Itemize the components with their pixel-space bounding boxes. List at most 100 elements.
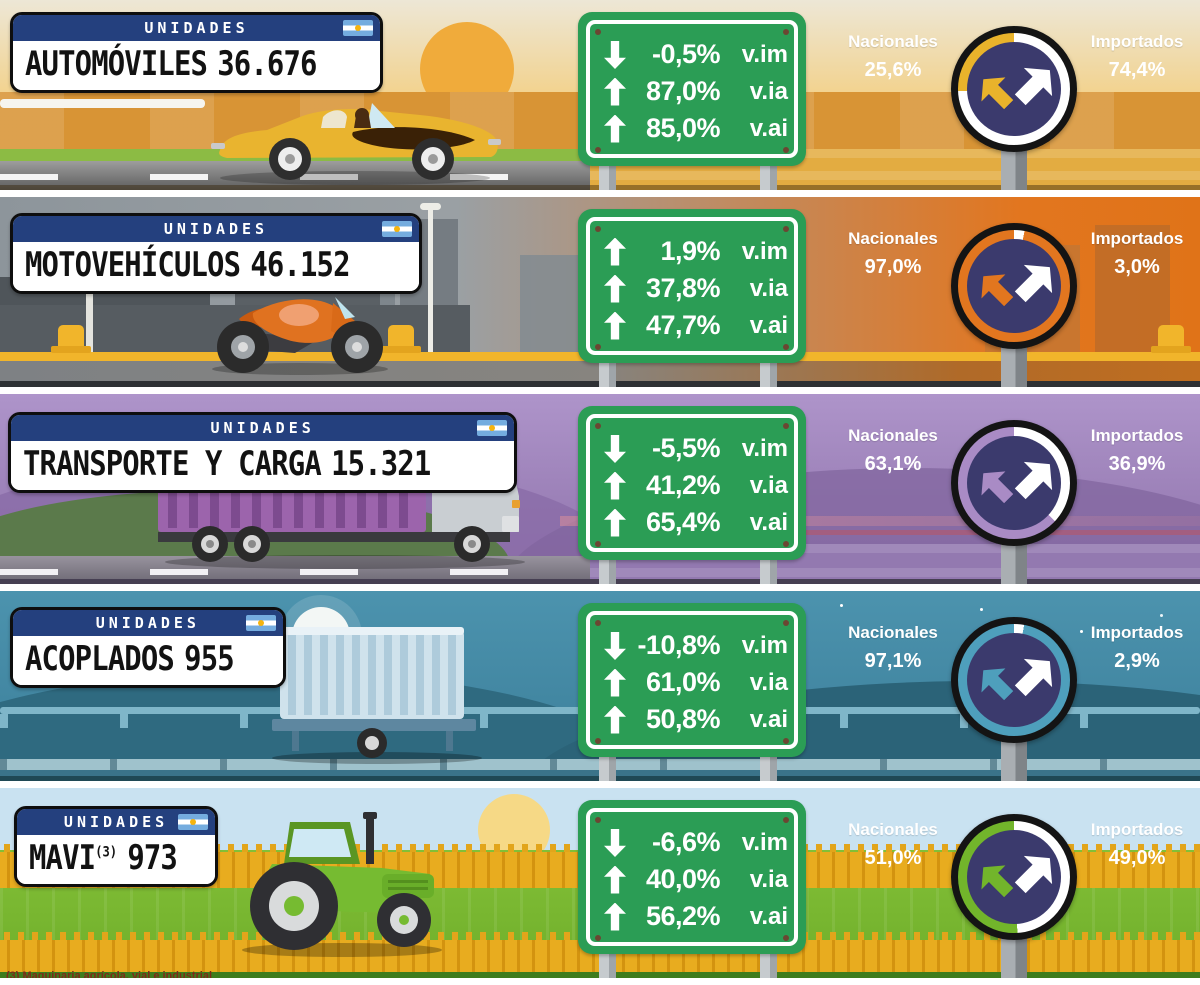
- nacionales-label: Nacionales: [848, 623, 938, 642]
- stat-row: -0,5% v.im: [578, 36, 806, 73]
- motorcycle-illustration: [212, 297, 388, 375]
- stat-value: -6,6%: [651, 827, 721, 857]
- importados-value: 36,9%: [1108, 453, 1166, 475]
- argentina-flag-icon: [477, 420, 508, 436]
- bollard: [381, 325, 421, 353]
- sign-post: [599, 753, 616, 781]
- stat-label: v.ai: [749, 114, 788, 142]
- sign-board: -10,8% v.im 61,0% v.ia 50,8% v.ai: [578, 603, 806, 757]
- trailer-illustration: [272, 627, 482, 764]
- argentina-flag-icon: [178, 814, 209, 830]
- plate-units-label: UNIDADES: [63, 813, 169, 831]
- screw-icon: [783, 147, 789, 153]
- stats-sign: -0,5% v.im 87,0% v.ia 85,0% v.ai: [578, 12, 806, 190]
- trend-arrow-icon: [604, 274, 626, 303]
- screw-icon: [783, 423, 789, 429]
- importados-block: Importados 74,4%: [1078, 32, 1196, 82]
- license-plate: UNIDADES ACOPLADOS 955: [10, 607, 286, 688]
- importados-block: Importados 49,0%: [1078, 820, 1196, 870]
- importados-block: Importados 36,9%: [1078, 426, 1196, 476]
- sunset-haze: [640, 530, 1200, 535]
- screw-icon: [595, 226, 601, 232]
- plate-body: TRANSPORTE Y CARGA 15.321: [11, 441, 515, 490]
- importados-value: 74,4%: [1108, 59, 1166, 81]
- importados-label: Importados: [1090, 426, 1184, 445]
- stat-row: -5,5% v.im: [578, 430, 806, 467]
- stat-row: 87,0% v.ia: [578, 73, 806, 110]
- bollard: [1151, 325, 1191, 353]
- trend-arrow-icon: [604, 435, 626, 463]
- importados-label: Importados: [1090, 623, 1184, 642]
- stat-row: 50,8% v.ai: [578, 701, 806, 738]
- stat-row: 85,0% v.ai: [578, 110, 806, 147]
- stat-label: v.ia: [749, 471, 788, 499]
- nacionales-value: 97,1%: [864, 650, 922, 672]
- footnote: (3) Maquinaria agrícola, vial e industri…: [6, 970, 213, 978]
- sign-post: [1001, 345, 1027, 387]
- nacionales-value: 97,0%: [864, 256, 922, 278]
- stat-label: v.ia: [749, 668, 788, 696]
- stat-value: 47,7%: [645, 310, 721, 340]
- screw-icon: [783, 935, 789, 941]
- nacionales-label: Nacionales: [848, 820, 938, 839]
- stat-row: 56,2% v.ai: [578, 898, 806, 935]
- ground-right: [585, 544, 1200, 584]
- plate-units-label: UNIDADES: [163, 220, 269, 238]
- plate-units-label: UNIDADES: [210, 419, 315, 437]
- stat-value: 61,0%: [645, 667, 721, 697]
- plate-header: UNIDADES: [17, 809, 216, 835]
- stat-label: v.im: [741, 631, 788, 659]
- stat-value: 87,0%: [645, 76, 721, 106]
- argentina-flag-icon: [245, 615, 276, 631]
- sign-post: [760, 753, 777, 781]
- origin-split-donut: [951, 26, 1077, 152]
- importados-arrow-icon: [1006, 844, 1064, 902]
- stat-value: 1,9%: [660, 236, 720, 266]
- segment-name: ACOPLADOS: [25, 639, 175, 679]
- screw-icon: [783, 738, 789, 744]
- screw-icon: [783, 620, 789, 626]
- plate-units-label: UNIDADES: [95, 614, 200, 632]
- argentina-flag-icon: [381, 221, 412, 237]
- trend-arrow-icon: [604, 237, 626, 266]
- plate-header: UNIDADES: [13, 610, 283, 636]
- band-transporte-carga: UNIDADES TRANSPORTE Y CARGA 15.321 -5,5% …: [0, 394, 1200, 591]
- guardrail: [0, 99, 205, 108]
- importados-label: Importados: [1090, 820, 1184, 839]
- band-motovehiculos: UNIDADES MOTOVEHÍCULOS 46.152 1,9% v.im: [0, 197, 1200, 394]
- license-plate: UNIDADES TRANSPORTE Y CARGA 15.321: [8, 412, 518, 493]
- band-automoviles: UNIDADES AUTOMÓVILES 36.676 -0,5% v.im: [0, 0, 1200, 197]
- screw-icon: [783, 226, 789, 232]
- license-plate: UNIDADES AUTOMÓVILES 36.676: [10, 12, 383, 93]
- origin-split-donut: [951, 223, 1077, 349]
- nacionales-label: Nacionales: [848, 32, 938, 51]
- importados-arrow-icon: [1006, 56, 1064, 114]
- stat-row: 1,9% v.im: [578, 233, 806, 270]
- segment-units-value: 15.321: [331, 444, 431, 484]
- sign-post: [1001, 542, 1027, 584]
- stat-label: v.im: [741, 40, 788, 68]
- trend-arrow-icon: [604, 508, 626, 537]
- screw-icon: [595, 541, 601, 547]
- screw-icon: [595, 620, 601, 626]
- sign-circle: [967, 42, 1061, 136]
- sign-board: -5,5% v.im 41,2% v.ia 65,4% v.ai: [578, 406, 806, 560]
- stat-value: 41,2%: [645, 470, 721, 500]
- importados-block: Importados 2,9%: [1078, 623, 1196, 673]
- plate-body: ACOPLADOS 955: [13, 636, 283, 685]
- stat-row: 37,8% v.ia: [578, 270, 806, 307]
- sign-post: [760, 950, 777, 978]
- stat-label: v.ia: [749, 77, 788, 105]
- plate-body: MAVI(3) 973: [17, 835, 216, 884]
- sign-board: -6,6% v.im 40,0% v.ia 56,2% v.ai: [578, 800, 806, 954]
- sign-post: [599, 950, 616, 978]
- ground-right: [585, 149, 1200, 190]
- nacionales-arrow-icon: [971, 67, 1020, 116]
- stat-row: 47,7% v.ai: [578, 307, 806, 344]
- stat-value: 85,0%: [645, 113, 721, 143]
- segment-name: AUTOMÓVILES: [25, 44, 208, 84]
- sign-post: [760, 556, 777, 584]
- segment-name: MOTOVEHÍCULOS: [25, 245, 241, 285]
- stat-label: v.im: [741, 434, 788, 462]
- stat-row: 61,0% v.ia: [578, 664, 806, 701]
